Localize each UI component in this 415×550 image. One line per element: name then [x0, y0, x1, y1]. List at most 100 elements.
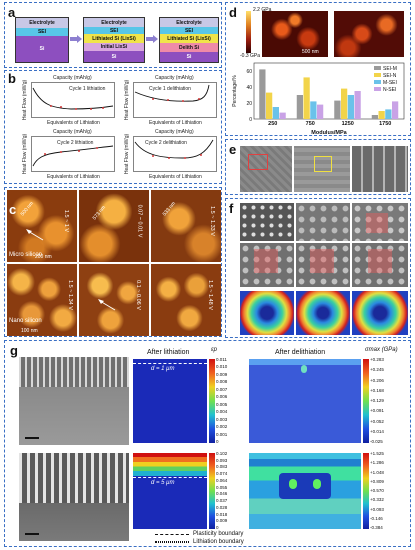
colorbar-tick-label: 0.074 [216, 471, 228, 477]
voltage-label: 1.5 ~ 1.33 V [208, 206, 215, 236]
plot-frame [253, 62, 405, 120]
colorbar-tick-label: 0.018 [216, 511, 228, 517]
colorbar-tick-label: -0.146 [370, 515, 383, 521]
modulus-map-1 [262, 11, 328, 57]
arrow-icon [146, 35, 158, 43]
top-axis-label: Capacity (mAh/g) [155, 129, 194, 135]
layer-electrolyte: Electrolyte [84, 18, 144, 27]
y-axis-label: Heat Flow (mW/g) [22, 79, 29, 121]
bar [259, 69, 266, 119]
strain-field-2: d = 5 μm [133, 453, 207, 529]
scale-bar [25, 437, 39, 439]
colorbar-tick-label: 0.009 [216, 518, 228, 524]
layer-electrolyte: Electrolyte [160, 18, 218, 27]
highlight-box [248, 154, 268, 170]
bar [354, 91, 361, 119]
plot-area [133, 136, 217, 172]
y-tick-label: 60 [246, 69, 252, 75]
colorbar-tick-label: 0.005 [216, 401, 228, 407]
panel-label-g: g [10, 343, 18, 358]
y-tick-label: 0 [249, 117, 252, 123]
colorbar-stress-1-ticks: +0.283 +0.245 +0.206 +0.168 +0.129 +0.091 +0.0… [370, 357, 406, 447]
depth-label: d = 1 μm [151, 366, 175, 372]
label-micro-silicon: Micro silicon [9, 252, 43, 258]
layer-sei: SEI [160, 27, 218, 34]
x-axis-label: Equivalents of Lithiation [149, 174, 202, 180]
layer-electrolyte: Electrolyte [16, 18, 68, 28]
x-tick-label: 250 [268, 121, 277, 127]
colorbar-tick-label: -0.025 [370, 439, 383, 444]
colorbar-stress-2 [363, 453, 369, 529]
bar [385, 109, 392, 119]
layer-sei: SEI [16, 28, 68, 36]
afm-image-micro-3 [151, 190, 221, 262]
colorbar-tick-label: 0.083 [216, 464, 228, 470]
y-tick-label: 20 [246, 101, 252, 107]
colorbar-tick-label: +1.048 [370, 469, 384, 475]
colorbar-tick-label: 0.002 [216, 424, 228, 430]
calorimetry-plot-3: Capacity (mAh/g) Heat Flow (mW/g) Cycle … [19, 129, 117, 183]
x-tick-label: 1250 [342, 121, 354, 127]
legend-swatch [374, 80, 381, 84]
highlight-region [366, 213, 388, 233]
voltage-label: 1.5 ~ 1 V [63, 209, 70, 233]
bar [334, 100, 341, 119]
arrow-icon [98, 299, 116, 311]
afm-image-micro-2 [79, 190, 149, 262]
highlight-region [254, 249, 278, 273]
panel-label-a: a [8, 5, 16, 20]
bar [303, 77, 310, 119]
scale-bar-label: 100 nm [21, 328, 38, 334]
afm-image-micro-1 [7, 190, 77, 262]
sem-array-2 [296, 203, 350, 241]
scale-bar-label: 200 nm [35, 254, 52, 260]
legend-swatch [374, 66, 381, 70]
fem-simulation-2 [296, 291, 350, 335]
x-tick-label: 750 [306, 121, 315, 127]
calorimetry-plot-2: Capacity (mAh/g) Heat Flow (mW/g) Cycle … [121, 75, 219, 127]
colorbar-tick-label: 0.007 [216, 386, 228, 392]
sem-image-3 [352, 146, 408, 192]
modulus-histogram: 0 20 40 60 Percentage/% 250 750 1250 1750 Modulus… [232, 62, 405, 135]
highlight-box [314, 156, 332, 172]
strain-field-1: d = 1 μm [133, 359, 207, 443]
modulus-colorbar [246, 11, 251, 53]
sem-cross-section-1 [19, 357, 129, 445]
colorbar-tick-label: 0.004 [216, 409, 228, 415]
sem-array-5 [296, 243, 350, 287]
plot-title: Cycle 1 lithiation [69, 86, 106, 92]
y-axis-label: Heat Flow (mW/g) [22, 133, 29, 175]
layer-delith-si: Delith Si [160, 43, 218, 52]
scale-bar-label: 500 nm [302, 49, 319, 55]
plot-area [133, 82, 217, 118]
panel-label-e: e [229, 142, 237, 157]
colorbar-tick-label: 0.028 [216, 504, 228, 510]
plot-title: Cycle 2 lithiation [57, 140, 94, 146]
colorbar-tick-label: +0.809 [370, 478, 384, 484]
colorbar-strain-2-ticks: 0.102 0.093 0.083 0.074 0.064 0.055 0.046 0.037… [216, 451, 238, 533]
colorbar-tick-label: +0.245 [370, 367, 384, 373]
x-axis-label: Equivalents of Lithiation [47, 174, 100, 180]
panel-a: a Electrolyte SEI Si Electrolyte SEI Lit… [4, 2, 222, 68]
voltage-label: 1.5 ~ 1.48 V [206, 280, 213, 310]
plastic-strain-label: εp [211, 347, 217, 353]
voltage-label: 0.07 ~ 0.01 V [136, 204, 143, 238]
colorbar-tick-label: 0.102 [216, 451, 228, 456]
layer-si: Si [160, 52, 218, 62]
bar [317, 104, 324, 119]
plot-title: Cycle 1 delithiation [149, 86, 191, 92]
x-axis-label: Modulus/MPa [311, 130, 347, 135]
colorbar-max-label: 2.2 GPa [253, 7, 272, 13]
layer-si: Si [84, 51, 144, 62]
fem-simulation-1 [240, 291, 294, 335]
colorbar-tick-label: +0.570 [370, 488, 384, 493]
colorbar-tick-label: +0.332 [370, 497, 384, 503]
x-axis-label: Equivalents of Lithiation [47, 120, 100, 126]
sem-cross-section-2 [19, 453, 129, 541]
bar [310, 101, 317, 119]
bar [392, 101, 399, 119]
y-axis-label: Percentage/% [232, 75, 238, 107]
colorbar-tick-label: 0.037 [216, 498, 228, 504]
afm-image-nano-3 [151, 264, 221, 336]
colorbar-tick-label: +0.206 [370, 377, 384, 383]
